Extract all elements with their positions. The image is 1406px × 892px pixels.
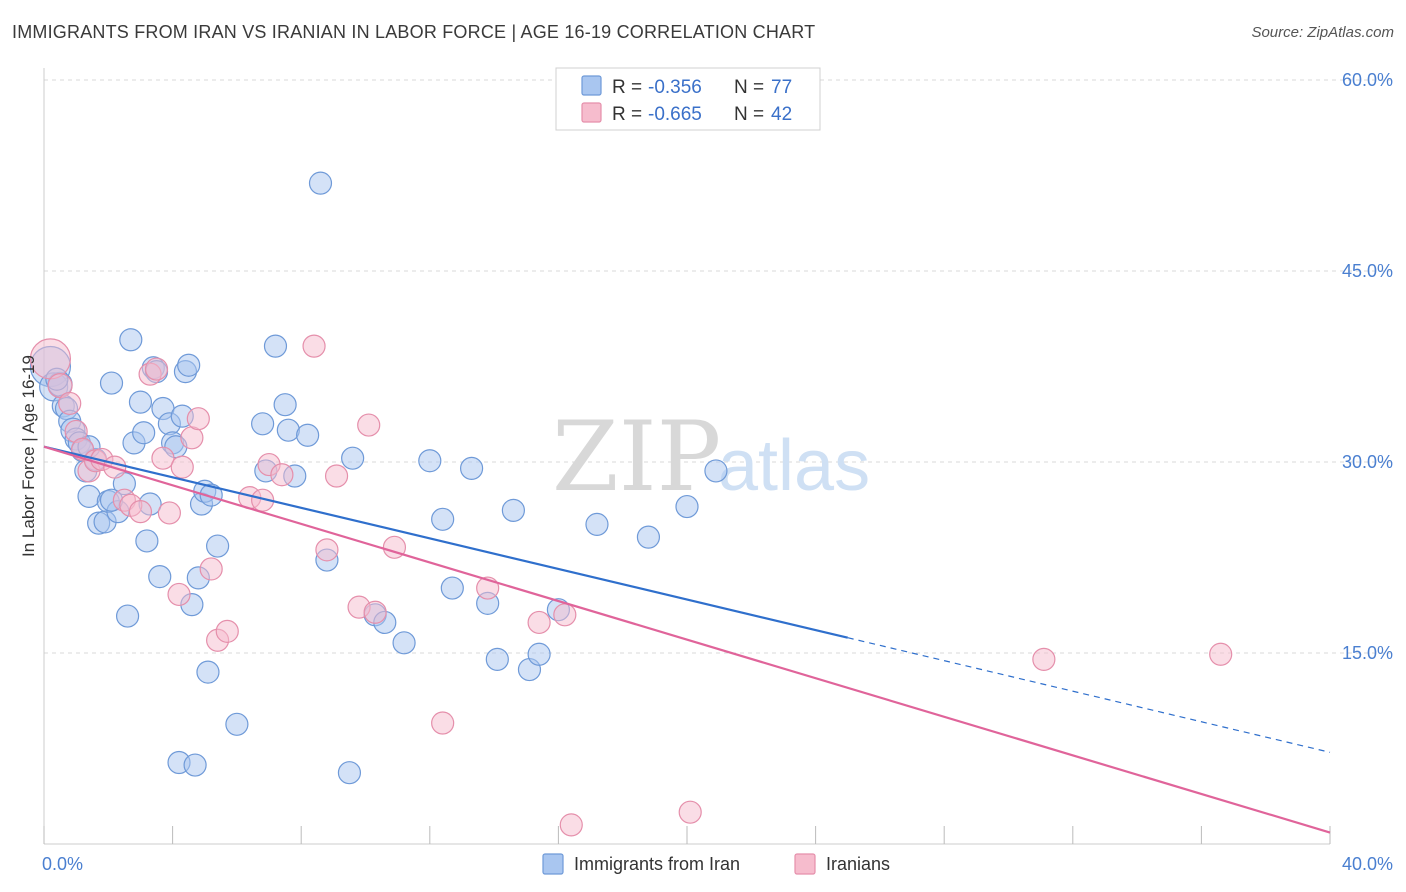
x-tick-label-max: 40.0% <box>1342 854 1393 874</box>
data-point <box>559 813 583 837</box>
data-point <box>431 507 455 531</box>
y-tick-labels: 15.0% 30.0% 45.0% 60.0% <box>1342 70 1393 663</box>
data-point <box>148 564 172 589</box>
data-point <box>263 334 288 358</box>
legend-swatch-pink <box>581 102 602 123</box>
data-point <box>485 647 509 671</box>
data-point <box>77 484 101 508</box>
data-point <box>678 800 702 824</box>
data-point <box>119 328 143 352</box>
data-point <box>308 171 333 195</box>
legend-n-value-2: 42 <box>771 104 792 125</box>
data-point <box>183 753 207 777</box>
data-point <box>302 334 326 358</box>
data-point <box>167 582 191 607</box>
legend-label-immigrants: Immigrants from Iran <box>574 854 740 874</box>
y-axis-title: In Labor Force | Age 16-19 <box>19 355 38 557</box>
data-point <box>128 500 153 524</box>
watermark: ZIP atlas <box>552 401 870 513</box>
source-label: Source: ZipAtlas.com <box>1251 24 1394 41</box>
data-point <box>151 446 175 470</box>
data-point <box>1209 642 1233 666</box>
data-point <box>341 446 365 470</box>
legend-n-label-2: N = <box>734 104 764 125</box>
data-point <box>459 456 484 480</box>
data-point <box>215 619 239 643</box>
data-point <box>585 512 609 536</box>
data-point <box>132 421 156 445</box>
data-point <box>501 498 525 522</box>
data-point <box>186 407 210 431</box>
data-point <box>296 423 320 447</box>
data-point <box>206 534 230 558</box>
data-point <box>324 464 349 488</box>
data-point <box>363 600 387 624</box>
y-tick-label: 45.0% <box>1342 261 1393 281</box>
data-point <box>315 538 339 562</box>
data-point <box>99 371 124 395</box>
trendline-immigrants <box>43 445 849 639</box>
x-tick-labels: 0.0% 40.0% <box>42 854 1393 874</box>
trendline-iranians <box>43 445 1331 834</box>
data-point <box>270 463 294 487</box>
legend-label-iranians: Iranians <box>826 854 890 874</box>
legend-r-label-2: R = <box>612 104 642 125</box>
data-point <box>177 353 201 377</box>
watermark-atlas: atlas <box>718 426 870 506</box>
data-point <box>199 557 223 581</box>
series-iranians <box>29 334 1233 837</box>
legend-r-value-2: -0.665 <box>648 104 702 125</box>
data-point <box>251 412 275 436</box>
data-point <box>636 525 661 549</box>
data-point <box>675 494 699 519</box>
data-point <box>196 660 220 684</box>
data-point <box>128 390 153 414</box>
y-tick-label: 60.0% <box>1342 70 1393 90</box>
data-point <box>357 413 381 437</box>
y-tick-label: 15.0% <box>1342 643 1393 663</box>
data-point <box>225 712 249 736</box>
trendlines <box>43 445 1331 834</box>
data-point <box>704 459 728 483</box>
series-legend: Immigrants from Iran Iranians <box>542 853 890 875</box>
data-point <box>157 501 181 525</box>
data-point <box>199 483 223 507</box>
data-point <box>276 418 300 442</box>
data-point <box>273 393 297 417</box>
trendline-immigrants-extension <box>847 637 1331 753</box>
axes <box>43 68 1331 845</box>
data-point <box>440 576 464 600</box>
data-point <box>392 631 416 655</box>
data-point <box>1032 647 1056 671</box>
data-point <box>144 357 169 381</box>
data-point <box>527 610 551 635</box>
data-point <box>135 529 159 553</box>
data-point <box>58 391 82 416</box>
data-point <box>115 604 140 628</box>
data-point <box>170 455 194 479</box>
grid-lines <box>44 79 1392 654</box>
chart-title: IMMIGRANTS FROM IRAN VS IRANIAN IN LABOR… <box>12 22 816 42</box>
legend-n-value-1: 77 <box>771 77 792 98</box>
y-tick-label: 30.0% <box>1342 452 1393 472</box>
legend-r-label-1: R = <box>612 77 642 98</box>
legend-n-label-1: N = <box>734 77 764 98</box>
stats-legend: R = -0.356 N = 77 R = -0.665 N = 42 <box>555 67 821 131</box>
watermark-zip: ZIP <box>552 401 721 513</box>
data-point <box>527 642 551 666</box>
x-tick-label-min: 0.0% <box>42 854 83 874</box>
data-point <box>418 449 442 473</box>
data-point <box>553 603 577 627</box>
legend-swatch-blue <box>581 75 602 96</box>
data-point <box>337 761 362 785</box>
data-point <box>431 711 455 735</box>
legend-swatch-iranians <box>794 853 816 875</box>
legend-swatch-immigrants <box>542 853 564 875</box>
legend-r-value-1: -0.356 <box>648 77 702 98</box>
